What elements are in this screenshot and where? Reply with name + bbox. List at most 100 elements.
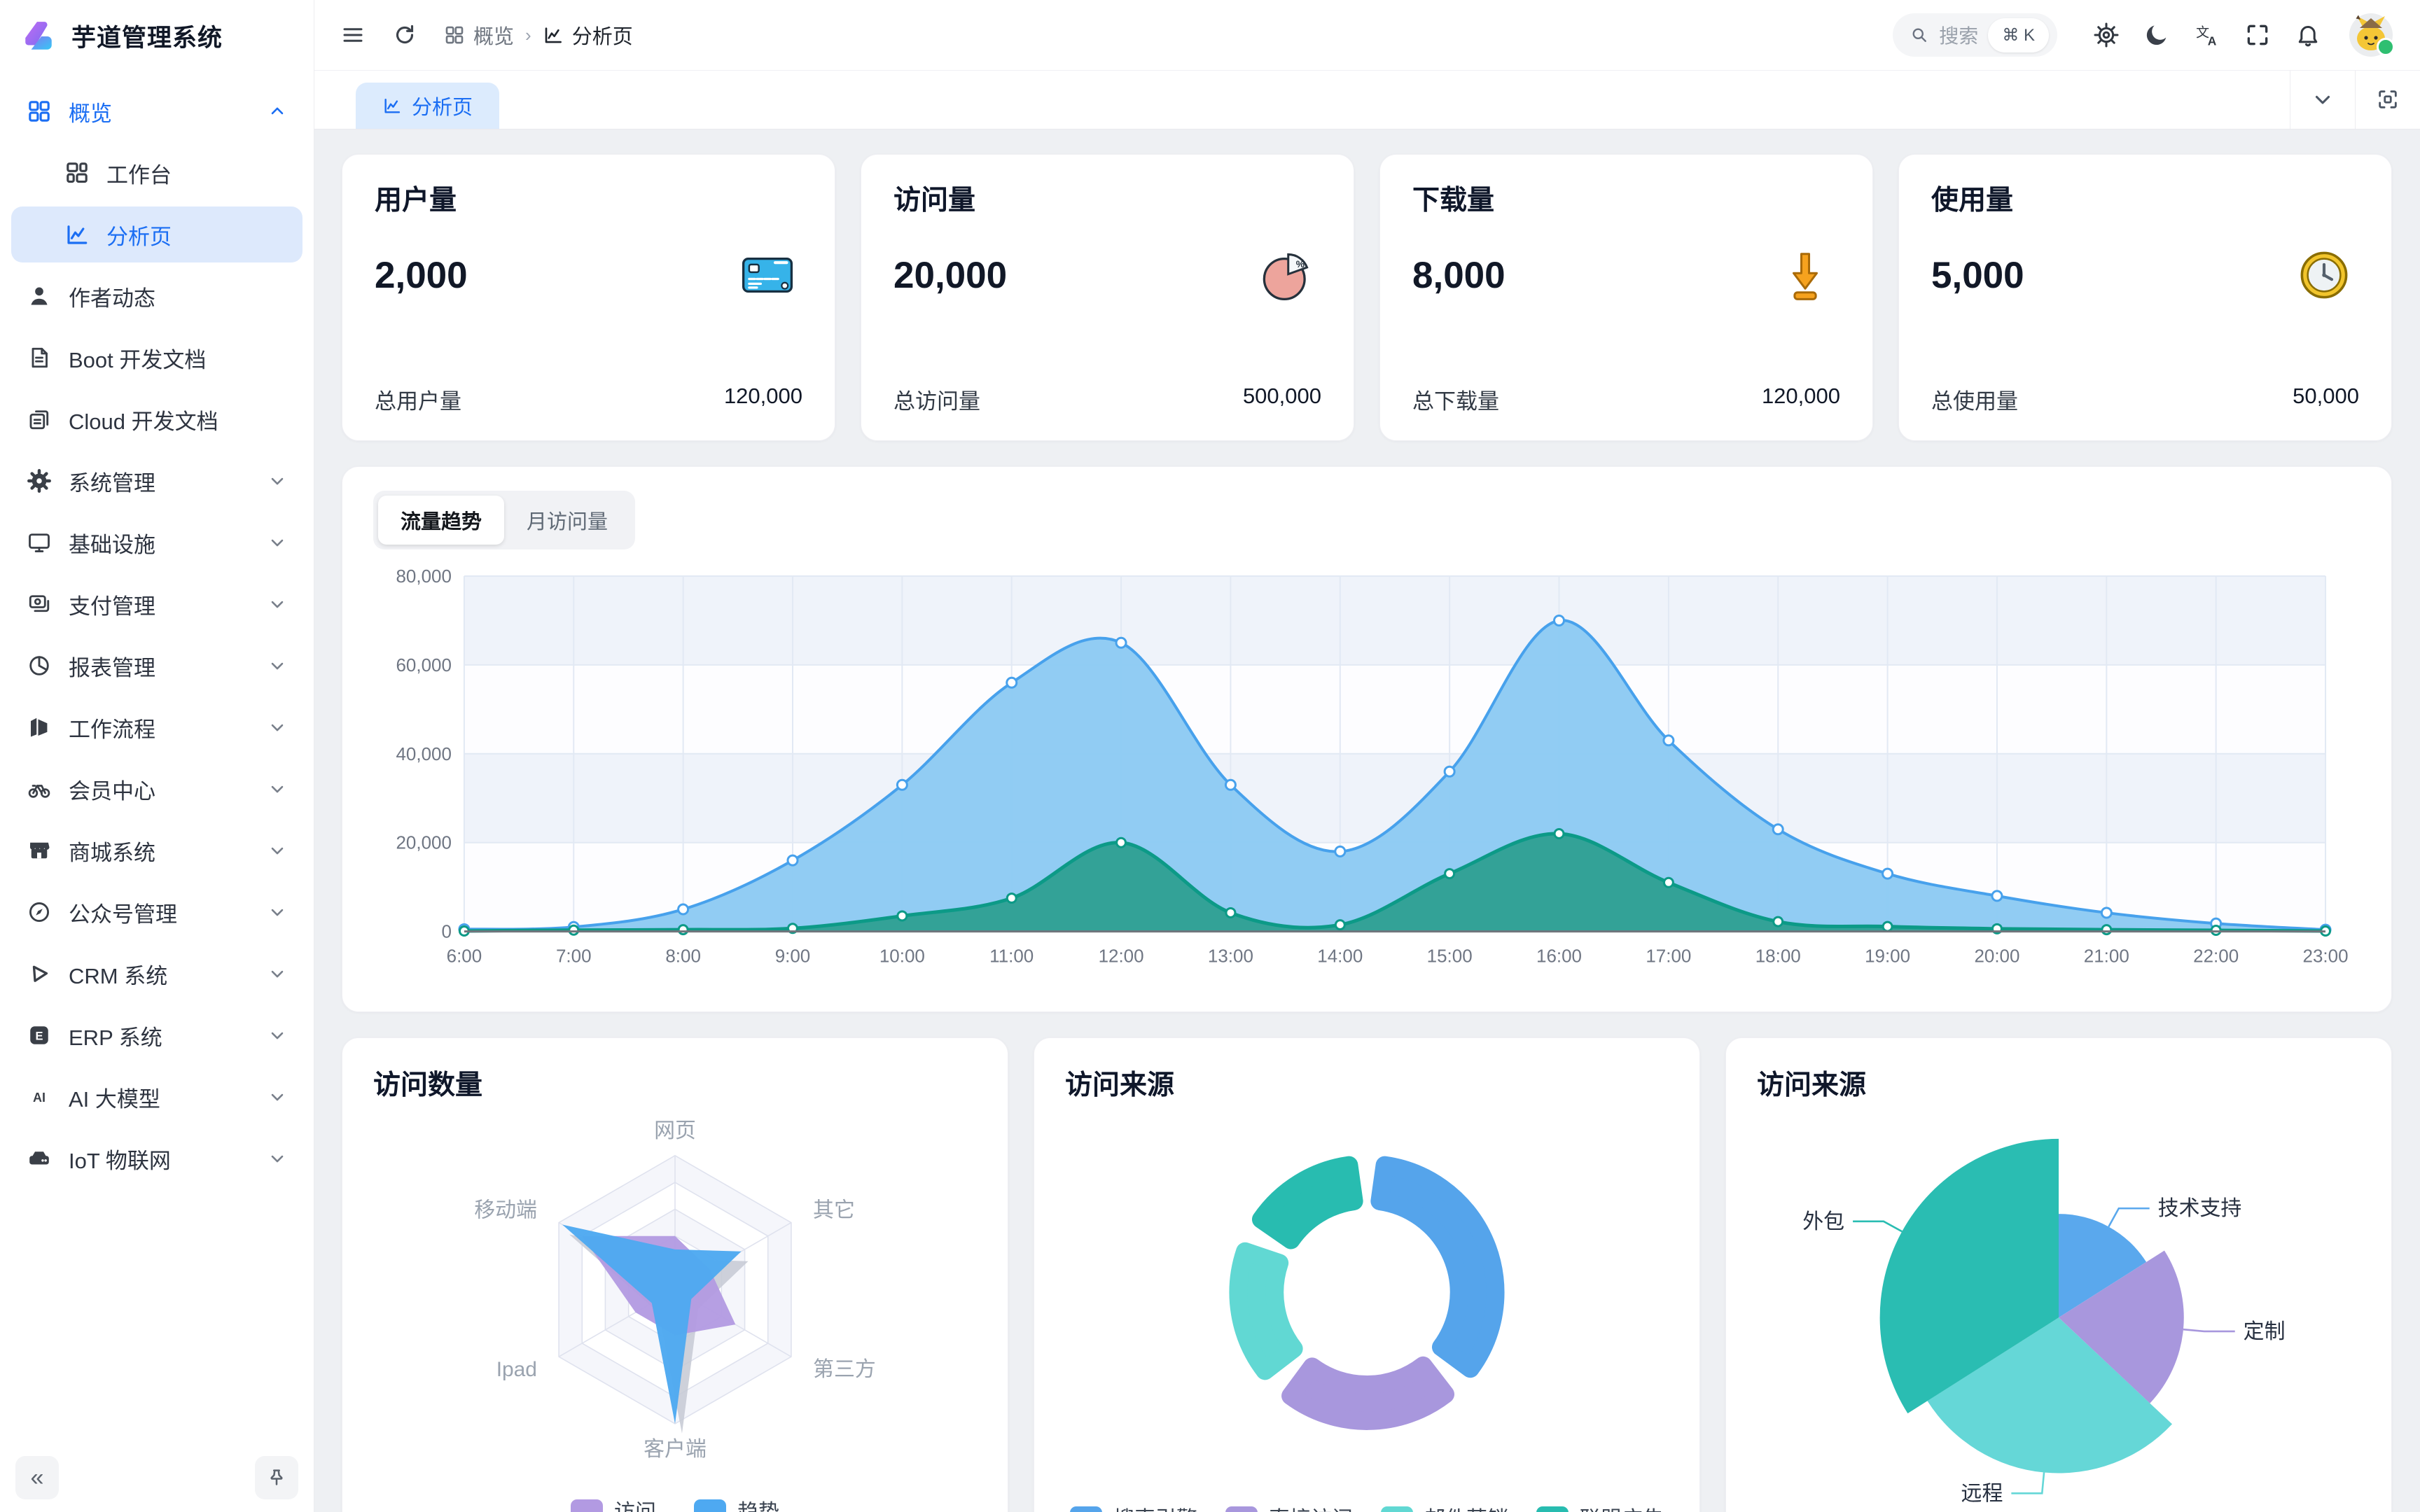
svg-text:13:00: 13:00: [1208, 946, 1253, 967]
content-fullscreen-icon: [2379, 90, 2397, 108]
user-avatar[interactable]: [2349, 13, 2395, 57]
legend-swatch: [1381, 1506, 1413, 1512]
sidebar-item-11[interactable]: 工作流程: [11, 699, 302, 755]
svg-text:80,000: 80,000: [396, 566, 451, 587]
sidebar-item-5[interactable]: Boot 开发文档: [11, 330, 302, 386]
svg-text:8:00: 8:00: [665, 946, 701, 967]
chevron-down-icon: [267, 594, 287, 614]
sidebar-item-13[interactable]: 商城系统: [11, 822, 302, 878]
sidebar-item-14[interactable]: 公众号管理: [11, 884, 302, 940]
sidebar-item-label: 工作流程: [69, 717, 155, 742]
sidebar-item-16[interactable]: E ERP 系统: [11, 1007, 302, 1063]
visit-source-donut-chart[interactable]: [1065, 1102, 1669, 1483]
sidebar-item-1[interactable]: 概览: [11, 83, 302, 139]
app-logo-row[interactable]: 芋道管理系统: [0, 0, 314, 72]
global-search[interactable]: 搜索 ⌘ K: [1893, 13, 2057, 57]
erp-icon: E: [27, 1023, 52, 1048]
breadcrumb-analysis[interactable]: 分析页: [543, 20, 633, 50]
svg-text:Ipad: Ipad: [496, 1358, 537, 1381]
tab-list-dropdown-button[interactable]: [2290, 70, 2355, 129]
chevron-down-icon: [267, 718, 287, 737]
breadcrumb-separator: ›: [525, 24, 531, 46]
search-icon: [1912, 28, 1927, 42]
pie-icon: %: [1256, 244, 1317, 306]
legend-item-访问[interactable]: 访问: [571, 1494, 656, 1512]
chevron-down-icon: [267, 964, 287, 983]
sidebar-item-3[interactable]: 分析页: [11, 206, 302, 262]
sidebar-item-10[interactable]: 报表管理: [11, 638, 302, 694]
sidebar-item-18[interactable]: IoT 物联网: [11, 1130, 302, 1186]
legend-label: 趋势: [737, 1494, 779, 1512]
svg-text:16:00: 16:00: [1536, 946, 1582, 967]
chevron-down-icon: [2315, 95, 2330, 104]
sidebar-item-label: 概览: [69, 101, 112, 126]
svg-text:11:00: 11:00: [989, 946, 1034, 967]
chevron-down-icon: [267, 1087, 287, 1107]
gear-icon: [27, 468, 52, 493]
legend-swatch: [571, 1499, 603, 1512]
credit-card-icon: [737, 244, 798, 306]
svg-text:外包: 外包: [1802, 1210, 1844, 1233]
sidebar-collapse-button[interactable]: «: [15, 1456, 59, 1499]
trend-chart-tabs: 流量趋势 月访问量: [373, 491, 636, 550]
sidebar-item-9[interactable]: 支付管理: [11, 576, 302, 632]
content-fullscreen-button[interactable]: [2355, 70, 2420, 129]
sidebar-pin-button[interactable]: [255, 1456, 298, 1499]
sidebar-item-8[interactable]: 基础设施: [11, 514, 302, 570]
mall-icon: [27, 838, 52, 863]
trend-tab-2[interactable]: 月访问量: [527, 511, 609, 533]
sidebar-item-2[interactable]: 工作台: [11, 145, 302, 201]
app-title: 芋道管理系统: [71, 24, 223, 52]
stat-footer-label: 总下载量: [1412, 389, 1499, 414]
settings-button[interactable]: [2093, 22, 2120, 48]
menu-toggle-button[interactable]: [340, 22, 366, 48]
notifications-button[interactable]: [2295, 22, 2321, 48]
refresh-button[interactable]: [392, 22, 417, 48]
sidebar-item-label: 会员中心: [69, 778, 155, 804]
member-icon: [27, 776, 52, 802]
chevron-up-icon: [267, 102, 287, 121]
sidebar-item-6[interactable]: Cloud 开发文档: [11, 391, 302, 447]
dark-mode-button[interactable]: [2143, 22, 2170, 48]
translate-icon: 文A: [2196, 24, 2217, 48]
user-icon: [27, 284, 52, 309]
svg-text:E: E: [35, 1030, 43, 1043]
fullscreen-button[interactable]: [2244, 22, 2271, 48]
svg-text:40,000: 40,000: [396, 743, 451, 764]
legend-item-联盟广告[interactable]: 联盟广告: [1536, 1502, 1664, 1512]
visit-count-radar-chart[interactable]: 网页 其它 第三方 客户端 Ipad 移动端: [373, 1102, 977, 1476]
legend-item-直接访问[interactable]: 直接访问: [1225, 1502, 1353, 1512]
breadcrumb-overview[interactable]: 概览: [444, 20, 514, 50]
legend-item-搜索引擎[interactable]: 搜索引擎: [1070, 1502, 1197, 1512]
sidebar-item-label: AI 大模型: [69, 1086, 160, 1112]
chevron-down-icon: [267, 533, 287, 552]
svg-text:A: A: [2208, 34, 2217, 48]
stats-row: 用户量 2,000 总用户量 120,000 访问量 20,000% 总访问量 500,000…: [342, 154, 2392, 441]
sidebar-item-15[interactable]: CRM 系统: [11, 946, 302, 1002]
sidebar-item-label: 作者动态: [69, 286, 155, 311]
sidebar-item-12[interactable]: 会员中心: [11, 761, 302, 817]
svg-text:AI: AI: [33, 1091, 46, 1105]
fullscreen-icon: [2247, 24, 2268, 46]
svg-text:客户端: 客户端: [644, 1438, 707, 1461]
traffic-trend-chart[interactable]: 80,000 60,000 40,000 20,000 0 6:00 7:00 8:00 9:0…: [373, 566, 2360, 1018]
clock-icon: [2293, 244, 2355, 306]
visit-source-pie-chart[interactable]: 技术支持 定制 远程 外包: [1757, 1102, 2360, 1512]
sidebar-item-label: IoT 物联网: [69, 1148, 171, 1173]
sidebar-item-17[interactable]: AI AI 大模型: [11, 1069, 302, 1125]
legend-item-邮件营销[interactable]: 邮件营销: [1381, 1502, 1508, 1512]
tab-analysis[interactable]: 分析页: [356, 83, 500, 129]
ai-icon: AI: [27, 1084, 52, 1110]
sidebar-item-4[interactable]: 作者动态: [11, 268, 302, 324]
workbench-icon: [64, 160, 90, 186]
svg-text:9:00: 9:00: [775, 946, 811, 967]
legend-item-趋势[interactable]: 趋势: [694, 1494, 779, 1512]
svg-text:7:00: 7:00: [556, 946, 592, 967]
traffic-trend-card: 流量趋势 月访问量 80,000 60,000 40,000 20,000 0 6:00 7:…: [342, 466, 2392, 1012]
donut-svg: [1229, 1156, 1505, 1430]
crm-icon: [27, 961, 52, 986]
trend-tab-1[interactable]: 流量趋势: [378, 496, 505, 545]
sidebar-item-7[interactable]: 系统管理: [11, 453, 302, 509]
